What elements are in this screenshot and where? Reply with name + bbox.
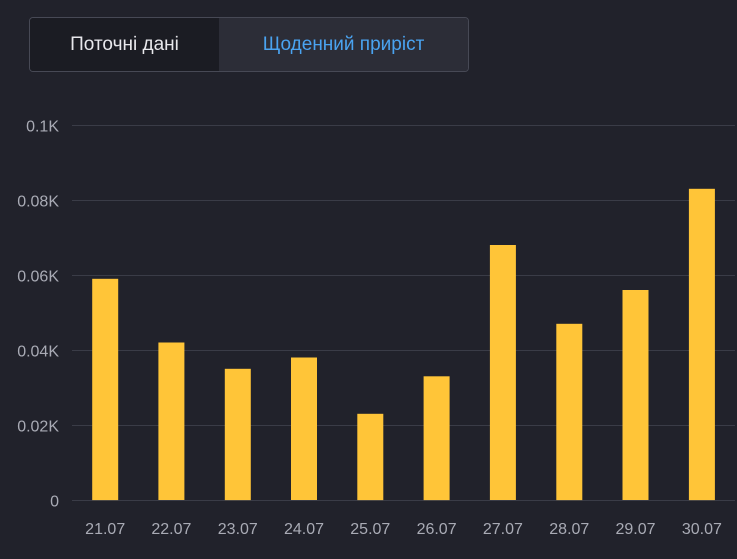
x-tick-label: 28.07 [549, 521, 589, 538]
bar[interactable] [622, 290, 649, 500]
x-tick-label: 23.07 [218, 521, 258, 538]
bar[interactable] [357, 413, 384, 501]
y-tick-label: 0.08K [17, 194, 59, 211]
x-tick-label: 21.07 [85, 521, 125, 538]
bar[interactable] [224, 368, 251, 501]
x-tick-label: 29.07 [615, 521, 655, 538]
bar[interactable] [423, 376, 450, 501]
bar[interactable] [92, 278, 119, 501]
tab-current-data[interactable]: Поточні дані [30, 18, 219, 71]
tab-daily-growth[interactable]: Щоденний приріст [219, 18, 468, 71]
bar[interactable] [489, 245, 516, 500]
bar[interactable] [556, 323, 583, 501]
y-tick-label: 0 [50, 494, 59, 511]
x-tick-label: 25.07 [350, 521, 390, 538]
y-tick-label: 0.1K [26, 119, 59, 136]
y-tick-label: 0.06K [17, 269, 59, 286]
bar[interactable] [291, 357, 317, 501]
bar[interactable] [158, 342, 185, 501]
bar[interactable] [688, 188, 715, 501]
x-tick-label: 22.07 [151, 521, 191, 538]
x-tick-label: 30.07 [682, 521, 722, 538]
x-tick-label: 26.07 [417, 521, 457, 538]
y-tick-label: 0.04K [17, 344, 59, 361]
bars [92, 188, 715, 501]
x-tick-label: 24.07 [284, 521, 324, 538]
x-axis-ticks: 21.07 22.07 23.07 24.07 25.07 26.07 27.07 28.07… [85, 521, 722, 538]
x-tick-label: 27.07 [483, 521, 523, 538]
y-tick-label: 0.02K [17, 419, 59, 436]
y-axis-ticks: 0 0.02K 0.04K 0.06K 0.08K 0.1K [17, 119, 59, 511]
view-tabs: Поточні дані Щоденний приріст [29, 17, 469, 72]
